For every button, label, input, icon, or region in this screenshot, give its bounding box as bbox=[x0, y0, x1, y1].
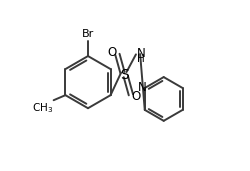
Text: CH$_3$: CH$_3$ bbox=[32, 102, 53, 115]
Text: S: S bbox=[120, 68, 128, 82]
Text: H: H bbox=[137, 54, 144, 64]
Text: N: N bbox=[137, 47, 145, 60]
Text: Br: Br bbox=[82, 29, 94, 39]
Text: N: N bbox=[138, 81, 147, 94]
Text: O: O bbox=[107, 46, 117, 59]
Text: O: O bbox=[132, 90, 141, 103]
